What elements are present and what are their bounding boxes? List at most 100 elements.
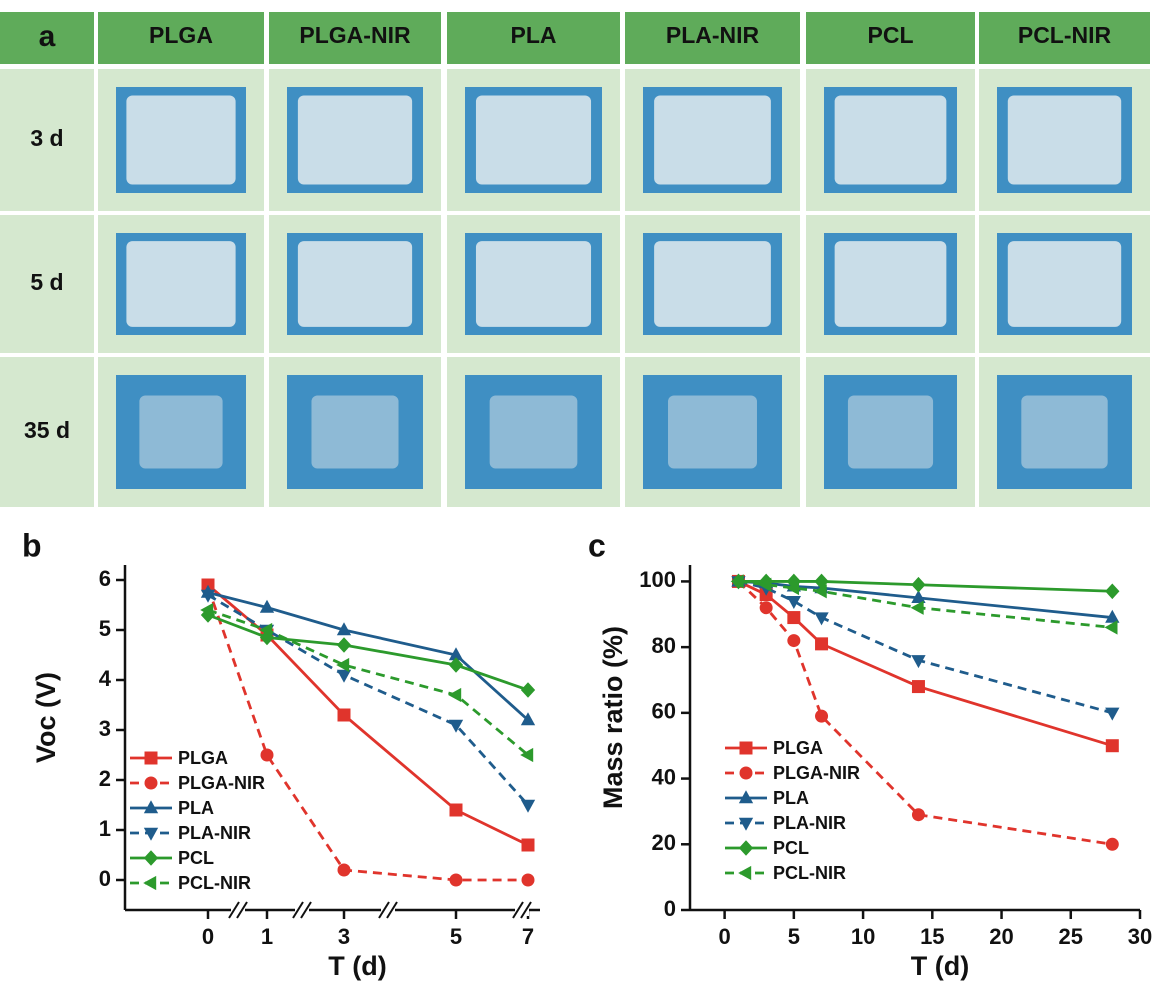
y-axis-label: Mass ratio (%)	[598, 626, 628, 809]
y-tick-label: 0	[664, 896, 676, 921]
marker	[1105, 583, 1119, 599]
y-tick-label: 3	[99, 716, 111, 741]
film-sample	[1021, 396, 1107, 469]
marker	[738, 866, 751, 880]
y-tick-label: 100	[639, 567, 676, 592]
y-tick-label: 1	[99, 816, 111, 841]
film-sample	[311, 396, 398, 469]
marker	[337, 637, 351, 653]
x-axis-label: T (d)	[328, 951, 386, 981]
legend-label: PLA-NIR	[178, 823, 251, 843]
film-sample	[848, 396, 933, 469]
marker	[448, 688, 461, 702]
panel-label: b	[22, 527, 42, 563]
y-tick-label: 0	[99, 866, 111, 891]
legend-label: PCL-NIR	[178, 873, 251, 893]
row-header: 3 d	[30, 125, 63, 151]
marker	[787, 611, 800, 624]
film-sample	[654, 241, 771, 327]
film-sample	[668, 396, 757, 469]
marker	[739, 840, 753, 856]
column-header: PCL-NIR	[1018, 22, 1112, 48]
x-axis-label: T (d)	[911, 951, 969, 981]
marker	[450, 874, 463, 887]
x-tick-label: 0	[202, 924, 214, 949]
film-sample	[126, 241, 235, 327]
column-header: PLA	[511, 22, 557, 48]
film-sample	[298, 241, 412, 327]
column-header: PLGA	[149, 22, 213, 48]
y-tick-label: 60	[652, 699, 676, 724]
corner-label: a	[39, 20, 56, 53]
x-tick-label: 3	[338, 924, 350, 949]
y-tick-label: 6	[99, 566, 111, 591]
legend-label: PLGA-NIR	[773, 763, 860, 783]
line-chart: 020406080100051015202530cT (d)Mass ratio…	[588, 527, 1152, 981]
y-tick-label: 5	[99, 616, 111, 641]
photo-table: a PLGA PLGA-NIR PLA PLA-NIR PCL PCL-NIR 3 d 5 d 3…	[0, 12, 1150, 507]
legend-label: PLA-NIR	[773, 813, 846, 833]
marker	[521, 682, 535, 698]
y-tick-label: 4	[99, 666, 112, 691]
series-line	[208, 610, 528, 755]
marker	[145, 777, 158, 790]
y-tick-label: 40	[652, 764, 676, 789]
legend-label: PLGA	[178, 748, 228, 768]
marker	[787, 596, 801, 609]
marker	[911, 577, 925, 593]
marker	[912, 680, 925, 693]
film-sample	[654, 95, 771, 184]
panel-label: c	[588, 527, 606, 563]
legend-label: PCL-NIR	[773, 863, 846, 883]
marker	[338, 709, 351, 722]
marker	[815, 710, 828, 723]
marker	[261, 749, 274, 762]
x-tick-label: 20	[989, 924, 1013, 949]
marker	[740, 742, 753, 755]
x-tick-label: 5	[450, 924, 462, 949]
legend-label: PLGA-NIR	[178, 773, 265, 793]
x-tick-label: 30	[1128, 924, 1152, 949]
series-line	[208, 585, 528, 845]
y-axis-label: Voc (V)	[31, 672, 61, 763]
marker	[787, 634, 800, 647]
marker	[740, 767, 753, 780]
film-sample	[835, 241, 947, 327]
x-tick-label: 25	[1059, 924, 1083, 949]
row-header: 5 d	[30, 269, 63, 295]
film-sample	[835, 95, 947, 184]
film-sample	[490, 396, 578, 469]
column-header: PLGA-NIR	[299, 22, 411, 48]
film-sample	[126, 95, 235, 184]
x-tick-label: 10	[851, 924, 875, 949]
film-sample	[476, 241, 591, 327]
x-tick-label: 5	[788, 924, 800, 949]
marker	[144, 850, 158, 866]
marker	[521, 800, 535, 813]
marker	[450, 804, 463, 817]
marker	[143, 876, 156, 890]
legend-label: PLGA	[773, 738, 823, 758]
film-sample	[476, 95, 591, 184]
marker	[1106, 838, 1119, 851]
legend-label: PLA	[773, 788, 809, 808]
y-tick-label: 2	[99, 766, 111, 791]
x-tick-label: 1	[261, 924, 273, 949]
y-tick-label: 80	[652, 633, 676, 658]
line-chart: 0 1 2 3 4 5 6 0 1 3 5 7 b T (d) Voc (V) PLGA PLGA-NIR PLA…	[22, 527, 540, 981]
marker	[145, 752, 158, 765]
marker	[912, 808, 925, 821]
row-header: 35 d	[24, 417, 70, 443]
marker	[760, 601, 773, 614]
marker	[1105, 708, 1119, 721]
legend-label: PCL	[773, 838, 809, 858]
column-header: PCL	[868, 22, 914, 48]
column-header: PLA-NIR	[666, 22, 760, 48]
film-sample	[298, 95, 412, 184]
film-sample	[1008, 95, 1121, 184]
legend-label: PCL	[178, 848, 214, 868]
marker	[815, 637, 828, 650]
x-tick-label: 7	[522, 924, 534, 949]
marker	[1106, 739, 1119, 752]
